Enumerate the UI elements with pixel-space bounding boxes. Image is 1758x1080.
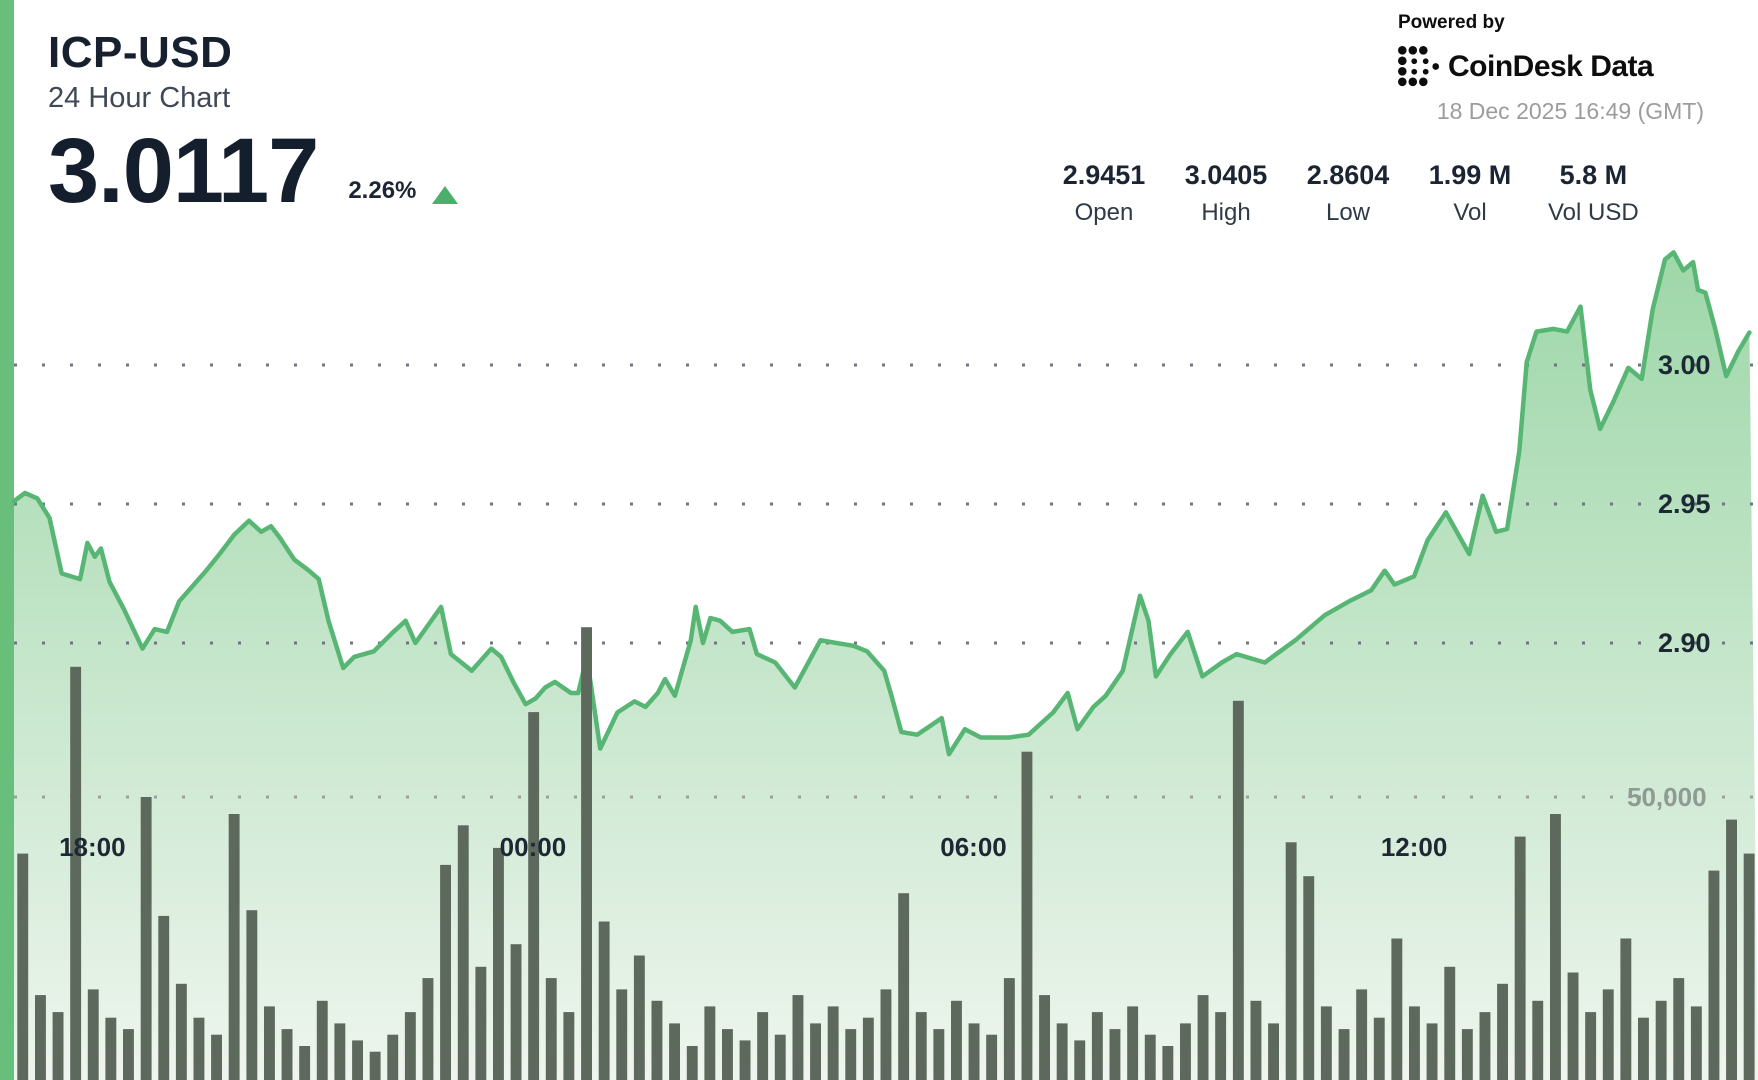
stats-row: 2.9451 Open 3.0405 High 2.8604 Low 1.99 … — [1060, 160, 1639, 227]
svg-text:2.90: 2.90 — [1658, 628, 1711, 658]
chart-subtitle: 24 Hour Chart — [48, 82, 231, 115]
coindesk-logo-icon — [1398, 46, 1440, 87]
svg-text:2.95: 2.95 — [1658, 489, 1711, 519]
svg-text:00:00: 00:00 — [500, 832, 567, 862]
symbol-title: ICP-USD — [48, 28, 233, 77]
chart-timestamp: 18 Dec 2025 16:49 (GMT) — [1436, 98, 1704, 124]
svg-text:12:00: 12:00 — [1381, 832, 1448, 862]
svg-text:50,000: 50,000 — [1627, 782, 1707, 812]
stat-open-value: 2.9451 — [1062, 160, 1146, 190]
brand-row: CoinDesk Data — [1398, 46, 1704, 88]
stat-vol: 1.99 M Vol — [1426, 160, 1514, 227]
stat-open-label: Open — [1074, 199, 1134, 226]
up-triangle-icon — [432, 186, 459, 205]
svg-text:3.00: 3.00 — [1658, 350, 1711, 380]
stat-vol-usd-value: 5.8 M — [1559, 160, 1628, 190]
stat-vol-usd: 5.8 M Vol USD — [1548, 160, 1639, 227]
stat-open: 2.9451 Open — [1060, 160, 1148, 227]
stat-low-value: 2.8604 — [1306, 160, 1390, 190]
stat-high-value: 3.0405 — [1184, 160, 1268, 190]
svg-text:18:00: 18:00 — [59, 832, 126, 862]
coindesk-brand: CoinDesk Data — [1448, 50, 1654, 83]
svg-text:06:00: 06:00 — [940, 832, 1007, 862]
stat-vol-usd-label: Vol USD — [1548, 199, 1639, 226]
stat-vol-label: Vol — [1453, 199, 1487, 226]
powered-by-block: Powered by Coi — [1398, 12, 1704, 125]
stat-high-label: High — [1201, 199, 1251, 226]
stat-low-label: Low — [1325, 199, 1371, 226]
stat-vol-value: 1.99 M — [1428, 160, 1512, 190]
stat-low: 2.8604 Low — [1304, 160, 1392, 227]
chart-header: ICP-USD 24 Hour Chart 3.0117 2.26% — [48, 28, 459, 223]
price-row: 3.0117 2.26% — [48, 120, 459, 223]
powered-by-label: Powered by — [1398, 12, 1505, 33]
current-price: 3.0117 — [48, 120, 319, 223]
stat-high: 3.0405 High — [1182, 160, 1270, 227]
price-change-percent: 2.26% — [348, 177, 417, 205]
left-accent-bar — [0, 0, 14, 1080]
